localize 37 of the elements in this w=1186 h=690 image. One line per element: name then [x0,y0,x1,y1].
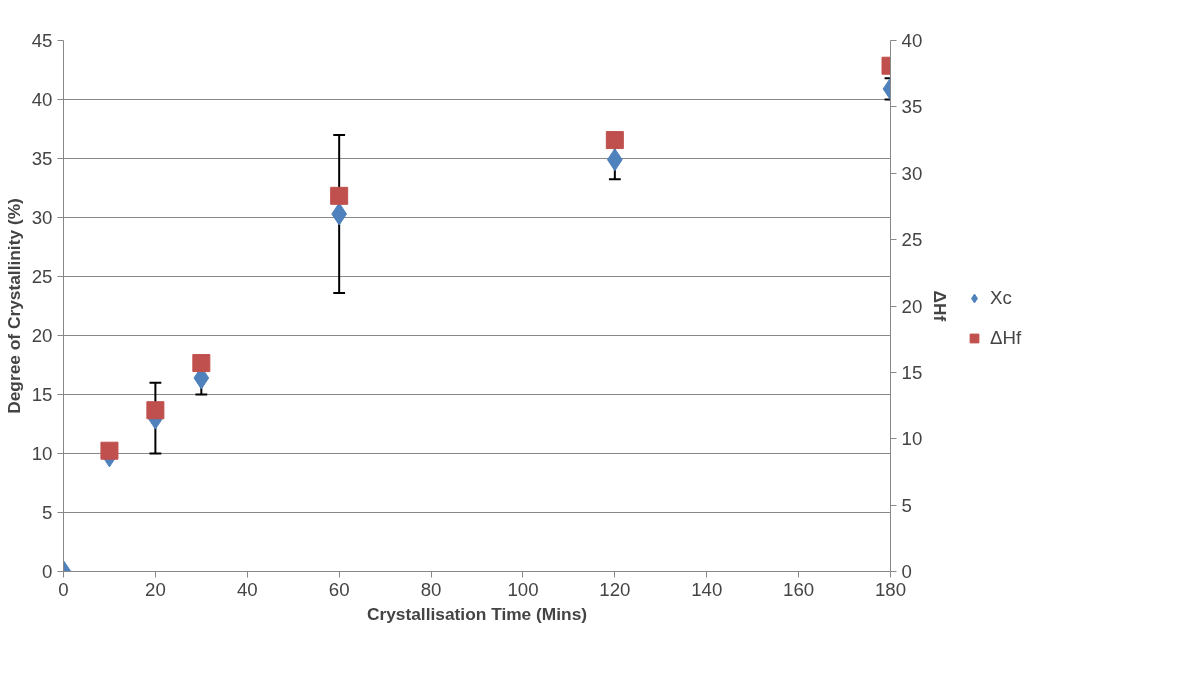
y-tick-label: 25 [31,266,53,287]
y-tick-label: 10 [31,443,53,464]
point [192,354,211,373]
y2-tick-label: 10 [901,428,923,450]
legend-label: ΔHf [990,327,1022,349]
y2-tick-label: 20 [901,295,923,317]
y2-tick-label: 15 [901,361,923,383]
y2-tick-label: 35 [901,96,923,118]
y-tick-label: 35 [31,148,53,169]
point [146,401,165,420]
y-tick-label: 30 [31,207,53,228]
y2-tick-label: 40 [901,30,923,51]
y2-tick-label: 25 [901,229,923,251]
y-tick-label: 45 [31,30,53,51]
y-tick-label: 20 [31,325,53,346]
y-tick-label: 15 [31,384,53,405]
y-tick-label: 0 [42,561,53,582]
y2-axis-title: ΔHf [930,290,951,322]
x-tick-label: 100 [507,578,539,600]
x-tick-label: 0 [58,578,69,600]
point [605,131,624,150]
y2-tick-label: 5 [901,494,912,516]
x-tick-label: 160 [783,578,815,600]
y2-tick-label: 30 [901,162,923,184]
y-tick-label: 5 [42,502,53,523]
legend-label: Xc [990,287,1012,309]
y-axis-title: Degree of Crystallinity (%) [3,198,24,414]
x-tick-label: 40 [236,578,258,600]
point [330,186,349,205]
y-tick-label: 40 [31,89,53,110]
x-tick-label: 60 [328,578,350,600]
x-tick-label: 140 [691,578,723,600]
point [100,441,119,460]
x-tick-label: 20 [145,578,166,600]
x-axis-title: Crystallisation Time (Mins) [366,603,588,624]
x-tick-label: 80 [420,578,442,600]
x-tick-label: 120 [599,578,631,600]
